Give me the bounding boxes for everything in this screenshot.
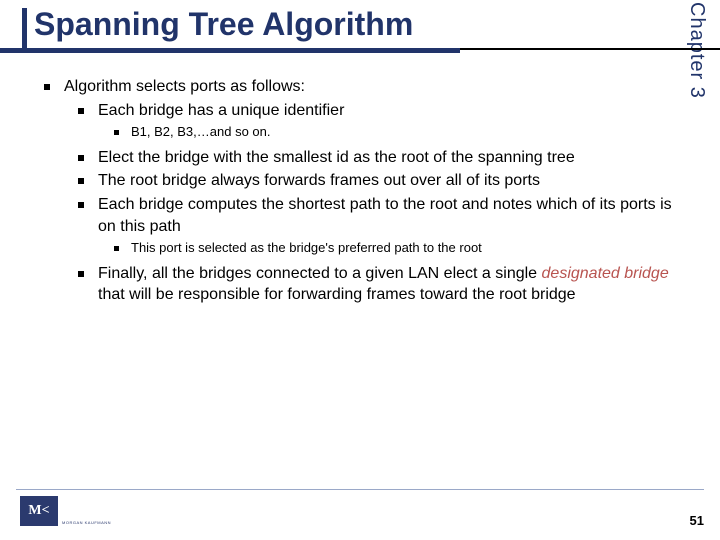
bullet-level2: Each bridge has a unique identifier [78, 100, 680, 122]
header-bar-thin [460, 48, 720, 50]
bullet-icon [78, 155, 84, 161]
chapter-label: Chapter 3 [685, 2, 708, 99]
bullet-level3: B1, B2, B3,…and so on. [114, 123, 680, 141]
bullet-level2: Each bridge computes the shortest path t… [78, 194, 680, 237]
bullet-text: The root bridge always forwards frames o… [98, 170, 540, 192]
bullet-icon [78, 202, 84, 208]
logo-text: MORGAN KAUFMANN [62, 521, 111, 526]
slide-content: Algorithm selects ports as follows: Each… [44, 76, 680, 308]
bullet-icon [44, 84, 50, 90]
bullet-icon [78, 178, 84, 184]
header-vertical-bar [22, 8, 27, 53]
bullet-icon [114, 246, 119, 251]
bullet-text: Algorithm selects ports as follows: [64, 76, 305, 98]
bullet-level1: Algorithm selects ports as follows: [44, 76, 680, 98]
page-number: 51 [690, 513, 704, 528]
bullet-text: Finally, all the bridges connected to a … [98, 263, 680, 306]
bullet-text: This port is selected as the bridge's pr… [131, 239, 482, 257]
bullet-icon [78, 271, 84, 277]
page-title: Spanning Tree Algorithm [34, 6, 413, 43]
text-part: Finally, all the bridges connected to a … [98, 265, 542, 282]
bullet-icon [114, 130, 119, 135]
bullet-level2: Finally, all the bridges connected to a … [78, 263, 680, 306]
bullet-level2: Elect the bridge with the smallest id as… [78, 147, 680, 169]
footer-divider [16, 489, 704, 490]
bullet-text: Elect the bridge with the smallest id as… [98, 147, 575, 169]
bullet-level2: The root bridge always forwards frames o… [78, 170, 680, 192]
bullet-text: Each bridge has a unique identifier [98, 100, 344, 122]
text-part: that will be responsible for forwarding … [98, 286, 576, 303]
publisher-logo: M< MORGAN KAUFMANN [20, 496, 111, 526]
bullet-level3: This port is selected as the bridge's pr… [114, 239, 680, 257]
bullet-icon [78, 108, 84, 114]
text-accent: designated bridge [542, 265, 669, 282]
header-bar-thick [0, 48, 460, 53]
logo-mark: M< [20, 496, 58, 526]
bullet-text: Each bridge computes the shortest path t… [98, 194, 680, 237]
bullet-text: B1, B2, B3,…and so on. [131, 123, 270, 141]
